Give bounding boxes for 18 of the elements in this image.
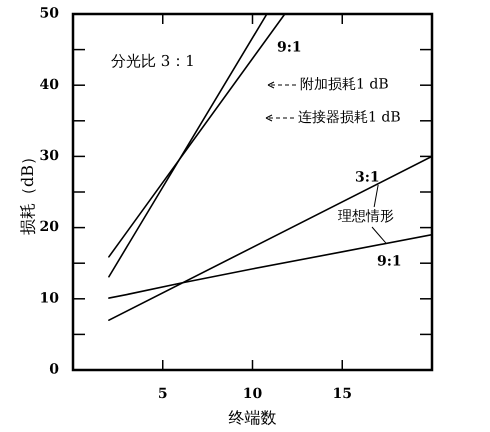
y-axis-title: 损耗（dB） bbox=[18, 149, 37, 235]
y-tick-label: 0 bbox=[49, 362, 60, 378]
annotation: 9:1 bbox=[277, 40, 302, 56]
y-tick-label: 50 bbox=[40, 6, 60, 22]
y-tick-label: 30 bbox=[40, 148, 60, 164]
annotation: 3:1 bbox=[355, 170, 380, 186]
annotation: 连接器损耗1 dB bbox=[298, 110, 401, 126]
annotation: 9:1 bbox=[377, 254, 402, 270]
annotation: 分光比 3：1 bbox=[111, 52, 195, 70]
annotation: 附加损耗1 dB bbox=[300, 76, 389, 93]
y-tick-label: 40 bbox=[40, 76, 60, 93]
x-tick-label: 10 bbox=[242, 386, 262, 402]
annotation: 理想情形 bbox=[338, 208, 394, 225]
y-tick-label: 20 bbox=[40, 219, 60, 236]
y-tick-label: 10 bbox=[40, 290, 60, 306]
x-tick-label: 15 bbox=[332, 386, 352, 402]
x-tick-label: 5 bbox=[158, 386, 168, 402]
x-axis-title: 终端数 bbox=[228, 408, 276, 427]
